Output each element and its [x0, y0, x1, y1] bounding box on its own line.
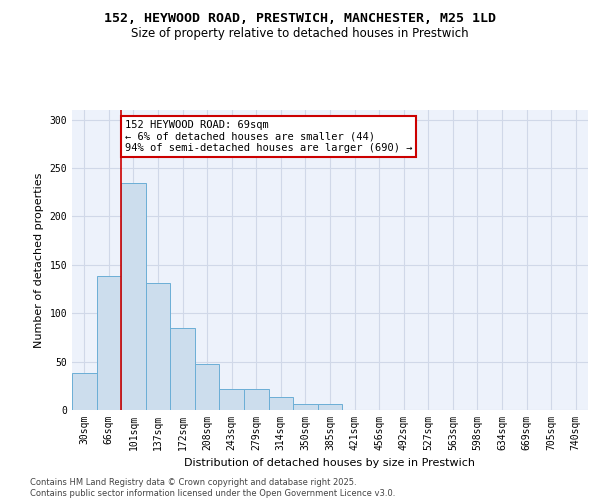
Bar [72, 373, 97, 410]
Bar [220, 388, 244, 410]
Bar [293, 404, 318, 410]
Bar [269, 398, 293, 410]
Bar [146, 283, 170, 410]
Text: 152 HEYWOOD ROAD: 69sqm
← 6% of detached houses are smaller (44)
94% of semi-det: 152 HEYWOOD ROAD: 69sqm ← 6% of detached… [125, 120, 412, 153]
X-axis label: Distribution of detached houses by size in Prestwich: Distribution of detached houses by size … [185, 458, 476, 468]
Bar [97, 276, 121, 410]
Bar [170, 328, 195, 410]
Bar [318, 404, 342, 410]
Text: 152, HEYWOOD ROAD, PRESTWICH, MANCHESTER, M25 1LD: 152, HEYWOOD ROAD, PRESTWICH, MANCHESTER… [104, 12, 496, 26]
Y-axis label: Number of detached properties: Number of detached properties [34, 172, 44, 348]
Bar [195, 364, 220, 410]
Text: Contains HM Land Registry data © Crown copyright and database right 2025.
Contai: Contains HM Land Registry data © Crown c… [30, 478, 395, 498]
Text: Size of property relative to detached houses in Prestwich: Size of property relative to detached ho… [131, 28, 469, 40]
Bar [244, 388, 269, 410]
Bar [121, 182, 146, 410]
